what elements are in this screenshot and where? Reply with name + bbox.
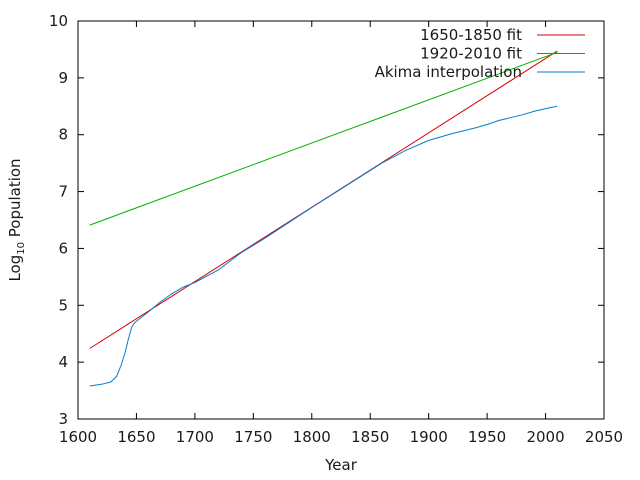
x-tick-label-1850: 1850 bbox=[351, 428, 389, 446]
y-axis-label-main: Log bbox=[6, 255, 24, 282]
x-tick-label-1600: 1600 bbox=[59, 428, 97, 446]
plot-frame bbox=[77, 20, 605, 420]
series-lines bbox=[89, 50, 558, 387]
x-tick-label-1650: 1650 bbox=[117, 428, 155, 446]
legend-label-2: Akima interpolation bbox=[375, 63, 522, 81]
y-tick-label-4: 4 bbox=[58, 353, 68, 371]
y-tick-label-6: 6 bbox=[58, 239, 68, 257]
x-tick-label-1900: 1900 bbox=[410, 428, 448, 446]
legend-label-1: 1920-2010 fit bbox=[420, 45, 522, 63]
x-tick-label-1750: 1750 bbox=[234, 428, 272, 446]
x-tick-label-1950: 1950 bbox=[468, 428, 506, 446]
x-tick-label-2000: 2000 bbox=[526, 428, 564, 446]
y-tick-label-10: 10 bbox=[49, 12, 68, 30]
series-line-1 bbox=[89, 51, 558, 226]
y-tick-label-8: 8 bbox=[58, 126, 68, 144]
legend-label-0: 1650-1850 fit bbox=[420, 26, 522, 44]
x-axis-label: Year bbox=[324, 456, 358, 474]
y-tick-label-5: 5 bbox=[58, 296, 68, 314]
x-tick-labels: 1600 1650 1700 1750 1800 1850 1900 1950 2000 2050 bbox=[59, 428, 623, 446]
series-line-2 bbox=[89, 105, 558, 387]
y-axis-label-subscript: 10 bbox=[16, 242, 27, 255]
x-tick-label-1700: 1700 bbox=[176, 428, 214, 446]
x-tick-label-1800: 1800 bbox=[293, 428, 331, 446]
y-axis-label: Log10 Population bbox=[6, 158, 27, 281]
y-tick-label-3: 3 bbox=[58, 410, 68, 428]
y-axis-label-rest: Population bbox=[6, 158, 24, 242]
y-tick-labels: 3 4 5 6 7 8 9 10 bbox=[49, 12, 68, 428]
x-tick-label-2050: 2050 bbox=[585, 428, 623, 446]
y-tick-label-7: 7 bbox=[58, 183, 68, 201]
y-tick-label-9: 9 bbox=[58, 69, 68, 87]
